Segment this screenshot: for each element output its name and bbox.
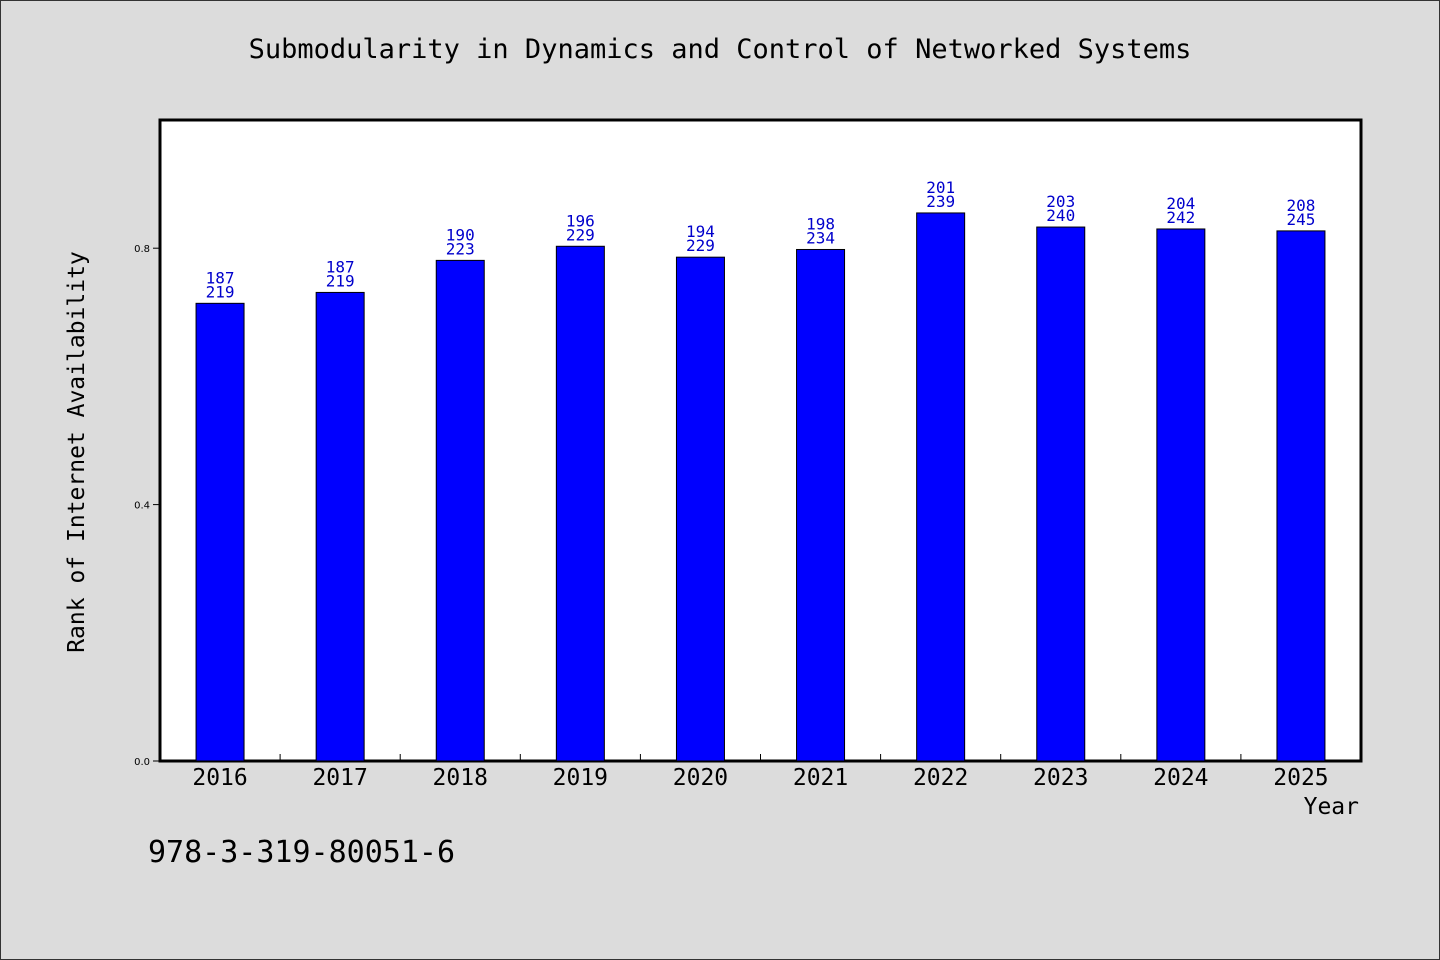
- bar-label-bottom: 242: [1166, 208, 1195, 227]
- bar: [916, 212, 966, 762]
- y-tick-label: 0.8: [134, 244, 150, 255]
- x-tick-label: 2017: [312, 765, 367, 791]
- x-tick-label: 2024: [1153, 765, 1208, 791]
- bar-label-bottom: 245: [1286, 210, 1315, 229]
- bar-label-bottom: 240: [1046, 206, 1075, 225]
- x-axis-label: Year: [1303, 794, 1359, 820]
- bar-label-top: 194: [686, 222, 715, 241]
- bar-label-top: 201: [926, 178, 955, 197]
- bar-label-top: 187: [206, 268, 235, 287]
- bar: [1156, 228, 1206, 762]
- isbn-code: 978-3-319-80051-6: [148, 835, 456, 870]
- bar-label-top: 198: [806, 214, 835, 233]
- x-tick-label: 2020: [673, 765, 728, 791]
- bar: [675, 256, 725, 762]
- bar: [195, 302, 245, 762]
- bar-label-bottom: 229: [686, 236, 715, 255]
- bar-label-bottom: 239: [926, 192, 955, 211]
- bar: [796, 248, 846, 762]
- x-tick-label: 2025: [1273, 765, 1328, 791]
- x-tick-label: 2022: [913, 765, 968, 791]
- bar-label-top: 208: [1286, 196, 1315, 215]
- bar-label-bottom: 223: [446, 239, 475, 258]
- bar: [555, 245, 605, 762]
- y-tick-label: 0.0: [134, 757, 150, 768]
- x-tick-label: 2019: [553, 765, 608, 791]
- bar-label-bottom: 219: [206, 282, 235, 301]
- x-tick-label: 2021: [793, 765, 848, 791]
- bar-label-top: 190: [446, 225, 475, 244]
- bar-label-bottom: 219: [326, 271, 355, 290]
- bar: [1036, 226, 1086, 762]
- bar-label-top: 203: [1046, 192, 1075, 211]
- bar: [315, 291, 365, 762]
- bar-label-bottom: 229: [566, 225, 595, 244]
- bar-label-top: 204: [1166, 194, 1195, 213]
- x-tick-label: 2018: [433, 765, 488, 791]
- bar-label-top: 187: [326, 257, 355, 276]
- bar-label-bottom: 234: [806, 228, 835, 247]
- x-tick-label: 2016: [192, 765, 247, 791]
- bar: [435, 259, 485, 762]
- chart-title: Submodularity in Dynamics and Control of…: [248, 34, 1192, 65]
- x-tick-label: 2023: [1033, 765, 1088, 791]
- bar-label-top: 196: [566, 211, 595, 230]
- y-tick-label: 0.4: [134, 501, 150, 512]
- bar: [1276, 230, 1326, 762]
